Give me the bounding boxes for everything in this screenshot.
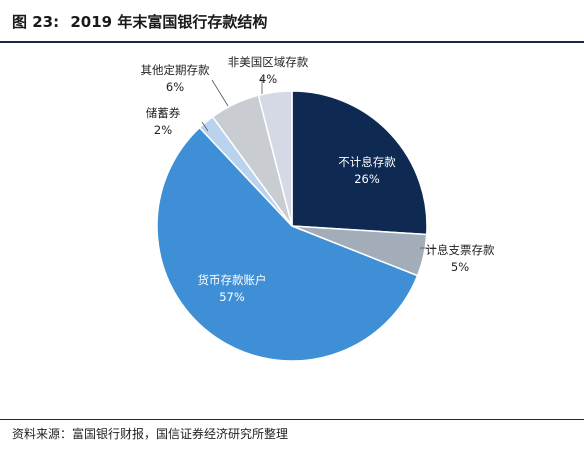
bottom-divider — [0, 419, 584, 420]
pie-slice-不计息存款 — [291, 90, 428, 236]
slice-value-label: 6% — [166, 80, 184, 94]
slice-name-label: 不计息存款 — [338, 155, 396, 169]
figure-title-text: 2019 年末富国银行存款结构 — [70, 13, 268, 31]
slice-name-label: 货币存款账户 — [198, 273, 267, 287]
slice-name-label: 储蓄券 — [146, 106, 181, 120]
leader-line-其他定期存款 — [211, 79, 229, 107]
source-note: 资料来源：富国银行财报，国信证券经济研究所整理 — [12, 427, 289, 441]
pie-slice-货币存款账户 — [156, 126, 419, 362]
leader-line-储蓄券 — [201, 121, 209, 132]
slice-value-label: 4% — [259, 72, 277, 86]
slice-name-label: 计息支票存款 — [426, 243, 495, 257]
slice-value-label: 5% — [451, 260, 469, 274]
figure-label: 图 23: — [12, 13, 60, 31]
slice-value-label: 57% — [219, 290, 245, 304]
pie-chart: 不计息存款 26% 计息支票存款 5% 货币存款账户 57% 储蓄券 2% 其他定期存款 6% 非美… — [141, 55, 495, 362]
figure-title: 图 23: 2019 年末富国银行存款结构 — [0, 0, 584, 42]
slice-value-label: 2% — [154, 123, 172, 137]
top-divider — [0, 41, 584, 43]
slice-name-label: 非美国区域存款 — [228, 55, 309, 69]
slice-name-label: 其他定期存款 — [141, 63, 210, 77]
slice-value-label: 26% — [354, 172, 380, 186]
pie-slice-非美国区域存款 — [257, 90, 293, 227]
